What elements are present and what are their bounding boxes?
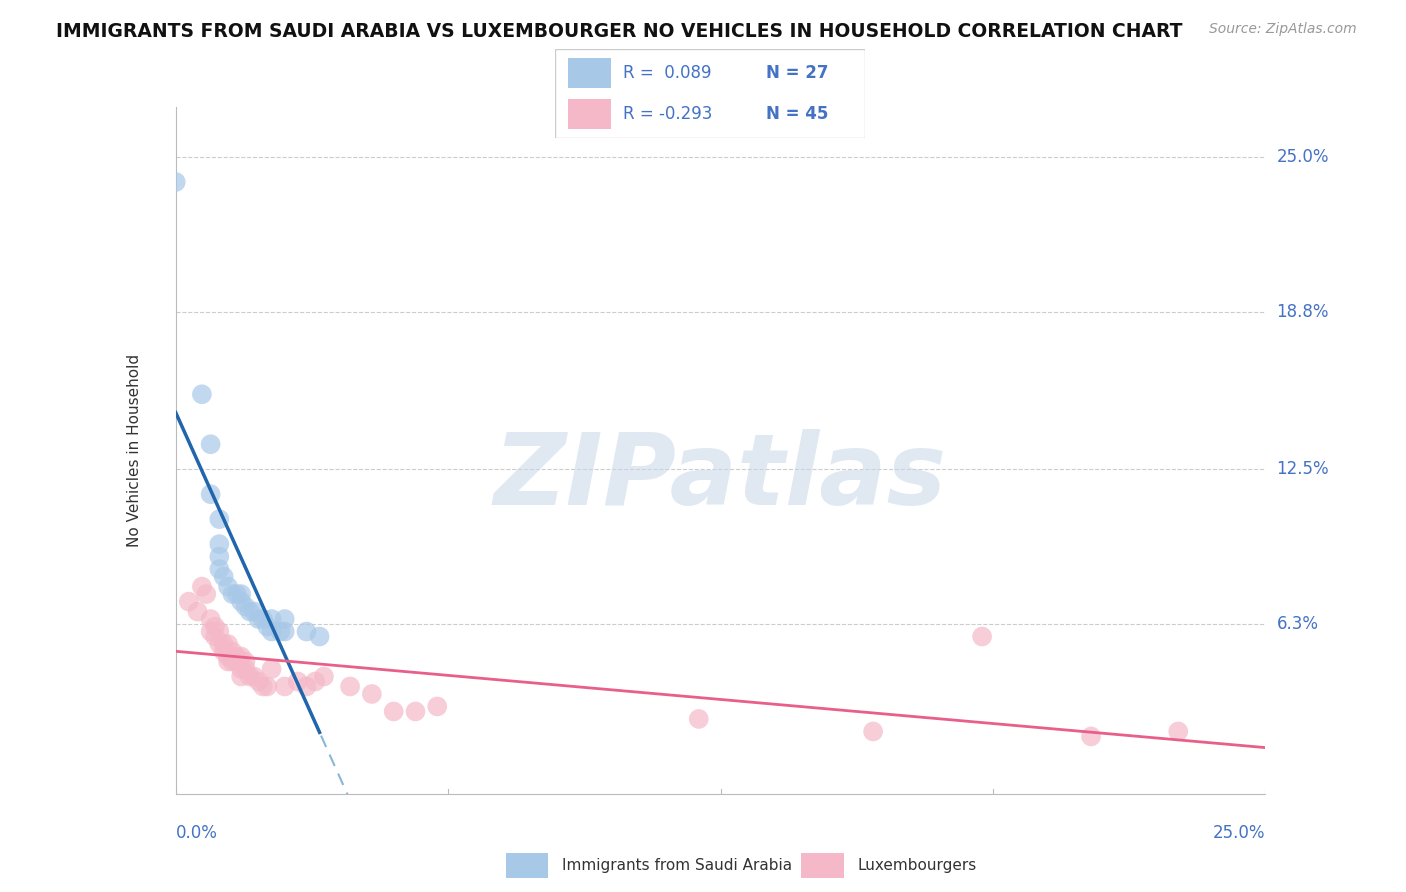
Text: 18.8%: 18.8% bbox=[1277, 303, 1329, 321]
Point bbox=[221, 655, 243, 669]
Point bbox=[339, 680, 361, 694]
Point bbox=[970, 630, 993, 644]
Point bbox=[212, 569, 235, 583]
Text: 0.0%: 0.0% bbox=[176, 824, 218, 842]
Point bbox=[252, 612, 274, 626]
Point bbox=[360, 687, 382, 701]
Point bbox=[217, 655, 239, 669]
Point bbox=[295, 624, 318, 639]
Point bbox=[426, 699, 449, 714]
Text: No Vehicles in Household: No Vehicles in Household bbox=[127, 354, 142, 547]
Point bbox=[239, 605, 262, 619]
Text: 6.3%: 6.3% bbox=[1277, 615, 1319, 633]
Point bbox=[260, 612, 283, 626]
Point bbox=[269, 624, 291, 639]
Point bbox=[231, 662, 253, 676]
Point bbox=[304, 674, 326, 689]
Point bbox=[382, 705, 405, 719]
Text: 25.0%: 25.0% bbox=[1213, 824, 1265, 842]
Point bbox=[212, 644, 235, 658]
Text: 12.5%: 12.5% bbox=[1277, 460, 1329, 478]
Point bbox=[247, 612, 270, 626]
Point bbox=[260, 624, 283, 639]
Bar bbox=[801, 853, 844, 878]
Point bbox=[405, 705, 427, 719]
Point bbox=[200, 624, 222, 639]
Point bbox=[312, 669, 335, 683]
Point bbox=[191, 387, 214, 401]
Text: N = 45: N = 45 bbox=[766, 105, 828, 123]
Point bbox=[243, 605, 266, 619]
Point bbox=[200, 612, 222, 626]
Point bbox=[862, 724, 884, 739]
Point bbox=[688, 712, 710, 726]
Text: Source: ZipAtlas.com: Source: ZipAtlas.com bbox=[1209, 22, 1357, 37]
Point bbox=[231, 587, 253, 601]
Point bbox=[221, 587, 243, 601]
Point bbox=[186, 605, 209, 619]
Point bbox=[212, 637, 235, 651]
Point bbox=[235, 599, 257, 614]
Point bbox=[200, 437, 222, 451]
Point bbox=[217, 649, 239, 664]
Point bbox=[208, 512, 231, 526]
Point bbox=[260, 662, 283, 676]
Text: ZIPatlas: ZIPatlas bbox=[494, 429, 948, 526]
Point bbox=[200, 487, 222, 501]
Point bbox=[231, 649, 253, 664]
Bar bbox=[568, 99, 612, 129]
Point bbox=[274, 624, 297, 639]
Bar bbox=[568, 58, 612, 88]
Point bbox=[217, 637, 239, 651]
Point bbox=[225, 587, 247, 601]
Point bbox=[208, 624, 231, 639]
Text: Immigrants from Saudi Arabia: Immigrants from Saudi Arabia bbox=[562, 858, 793, 872]
Point bbox=[274, 680, 297, 694]
Point bbox=[252, 680, 274, 694]
Point bbox=[177, 594, 200, 608]
Point bbox=[208, 549, 231, 564]
Point bbox=[208, 562, 231, 576]
Text: N = 27: N = 27 bbox=[766, 64, 828, 82]
Point bbox=[256, 680, 278, 694]
Point bbox=[195, 587, 218, 601]
Point bbox=[231, 594, 253, 608]
Point bbox=[274, 612, 297, 626]
Text: 25.0%: 25.0% bbox=[1277, 148, 1329, 166]
Point bbox=[256, 619, 278, 633]
Point bbox=[295, 680, 318, 694]
Point bbox=[1167, 724, 1189, 739]
Point bbox=[287, 674, 309, 689]
Text: Luxembourgers: Luxembourgers bbox=[858, 858, 977, 872]
Bar bbox=[506, 853, 548, 878]
Point bbox=[191, 580, 214, 594]
Point bbox=[243, 669, 266, 683]
Point bbox=[217, 580, 239, 594]
Point bbox=[221, 644, 243, 658]
FancyBboxPatch shape bbox=[555, 49, 865, 138]
Text: R =  0.089: R = 0.089 bbox=[623, 64, 711, 82]
Point bbox=[235, 655, 257, 669]
Point bbox=[204, 619, 226, 633]
Point bbox=[204, 630, 226, 644]
Point bbox=[231, 669, 253, 683]
Text: IMMIGRANTS FROM SAUDI ARABIA VS LUXEMBOURGER NO VEHICLES IN HOUSEHOLD CORRELATIO: IMMIGRANTS FROM SAUDI ARABIA VS LUXEMBOU… bbox=[56, 22, 1182, 41]
Text: R = -0.293: R = -0.293 bbox=[623, 105, 713, 123]
Point bbox=[208, 537, 231, 551]
Point bbox=[225, 655, 247, 669]
Point bbox=[165, 175, 187, 189]
Point bbox=[247, 674, 270, 689]
Point bbox=[1080, 730, 1102, 744]
Point bbox=[225, 649, 247, 664]
Point bbox=[235, 662, 257, 676]
Point bbox=[239, 669, 262, 683]
Point bbox=[308, 630, 330, 644]
Point bbox=[208, 637, 231, 651]
